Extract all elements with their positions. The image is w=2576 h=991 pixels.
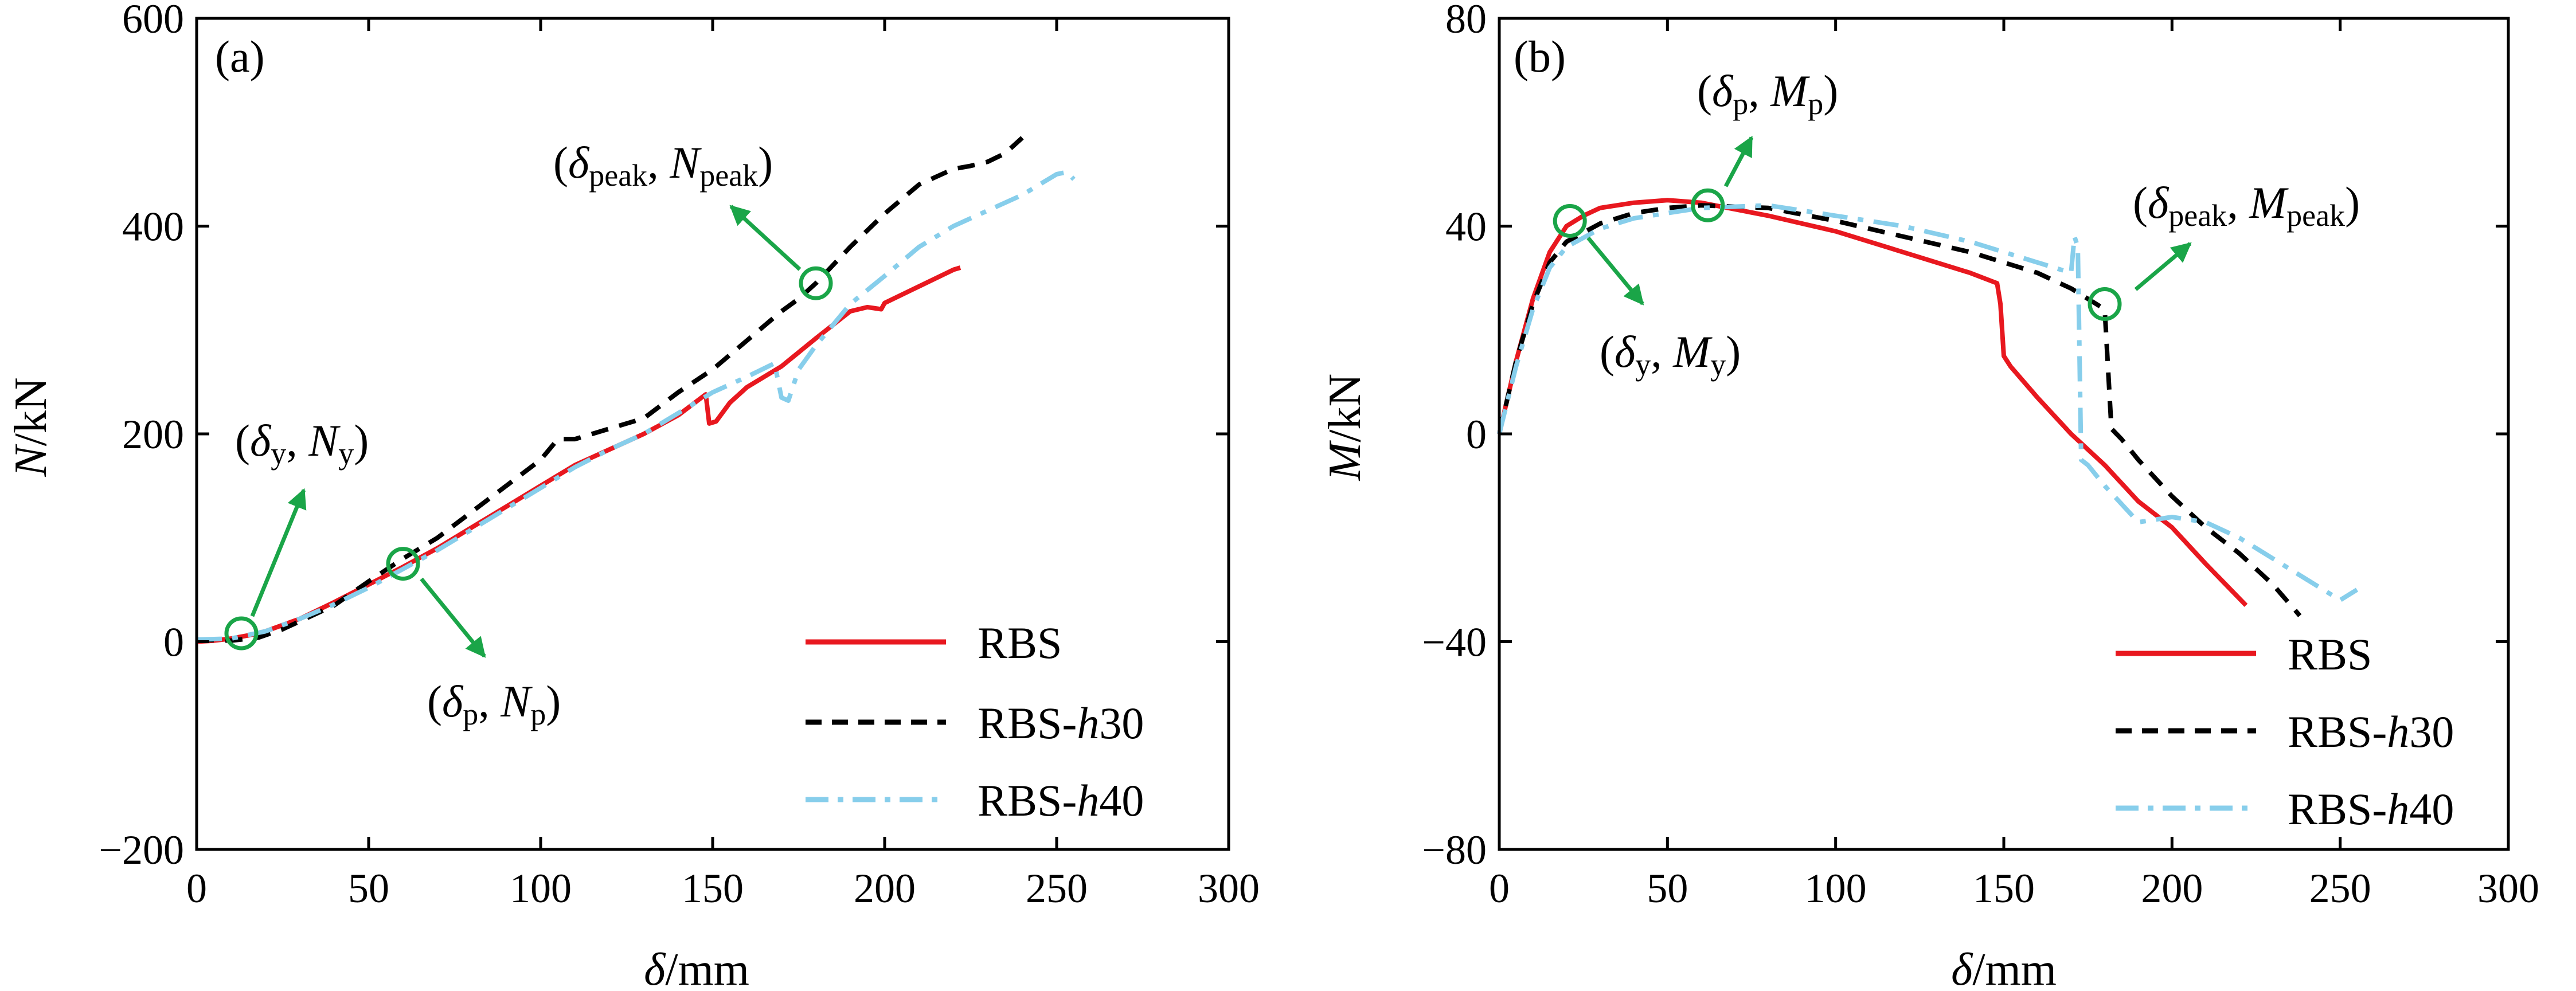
panel-a-y-axis-label: N/kN <box>6 377 56 477</box>
marker-peak <box>2088 287 2122 321</box>
panel-b-tick-labels: 0 50 100 150 200 250 300 −80 −40 0 40 80 <box>1422 0 2539 911</box>
x-tick-label: 100 <box>1805 865 1867 911</box>
panel-b-anno-peak: (δpeak, Mpeak) <box>2133 178 2360 233</box>
y-tick-label: −80 <box>1422 827 1487 873</box>
panel-a-anno-peak: (δpeak, Npeak) <box>553 138 773 193</box>
legend-b-h30-label: RBS-h30 <box>2288 707 2454 757</box>
panel-b-label: (b) <box>1514 32 1566 81</box>
panel-a-curves <box>196 136 1076 644</box>
panel-a-legend: RBS RBS-h30 RBS-h40 <box>806 618 1144 825</box>
x-tick-label: 300 <box>1198 865 1260 911</box>
x-tick-label: 200 <box>2141 865 2203 911</box>
marker-peak <box>799 266 833 300</box>
y-tick-label: −40 <box>1422 620 1487 665</box>
y-tick-label: 80 <box>1445 0 1487 42</box>
x-tick-label: 50 <box>1647 865 1688 911</box>
panel-b-legend: RBS RBS-h30 RBS-h40 <box>2116 629 2454 834</box>
marker-yield <box>224 616 259 651</box>
x-tick-label: 50 <box>348 865 389 911</box>
x-tick-label: 150 <box>682 865 744 911</box>
panel-b-anno-yield: (δy, My) <box>1600 327 1741 382</box>
y-tick-label: 400 <box>122 204 184 250</box>
legend-a-rbs-label: RBS <box>978 618 1062 668</box>
series-rbs-h30 <box>196 136 1024 643</box>
legend-a-h30-label: RBS-h30 <box>978 698 1144 748</box>
x-tick-label: 200 <box>854 865 916 911</box>
panel-a-arrow-peak <box>729 205 802 271</box>
marker-yield <box>1553 203 1587 238</box>
panel-b-curves <box>1497 198 2359 617</box>
panel-a-arrow-p <box>420 577 486 658</box>
y-tick-label: 200 <box>122 412 184 457</box>
legend-a-h40-label: RBS-h40 <box>978 775 1144 825</box>
y-tick-label: 40 <box>1445 204 1487 250</box>
panel-b-arrow-yield <box>1586 236 1644 305</box>
x-tick-label: 0 <box>1489 865 1510 911</box>
panel-b-x-axis-label: δ/mm <box>1951 945 2057 991</box>
panel-b-arrow-p <box>1723 135 1754 187</box>
panel-b-markers <box>1553 188 2122 321</box>
x-tick-label: 250 <box>1026 865 1088 911</box>
panel-b-ticks <box>1498 17 2510 851</box>
legend-b-rbs-label: RBS <box>2288 629 2372 679</box>
marker-p <box>1691 188 1725 222</box>
y-tick-label: −200 <box>99 827 184 873</box>
panel-b-y-axis-label: M/kN <box>1320 374 1370 481</box>
series-rbs-h40 <box>196 170 1076 642</box>
x-tick-label: 0 <box>186 865 207 911</box>
panel-a-x-axis-label: δ/mm <box>644 945 749 991</box>
x-tick-label: 300 <box>2477 865 2539 911</box>
x-tick-label: 100 <box>510 865 572 911</box>
series-rbs-h40 <box>1497 203 2359 602</box>
panel-b-arrow-peak <box>2134 242 2192 291</box>
panel-b-anno-p: (δp, Mp) <box>1697 66 1838 121</box>
series-rbs-h30 <box>1497 203 2302 617</box>
panel-a-ticks <box>195 17 1230 851</box>
panel-a-label: (a) <box>215 32 265 81</box>
panel-b-chart: 0 50 100 150 200 250 300 −80 −40 0 40 80 (b) M/kN δ… <box>1320 0 2539 991</box>
panel-a-arrow-yield <box>250 488 307 617</box>
marker-p <box>386 547 420 581</box>
x-tick-label: 250 <box>2309 865 2371 911</box>
panel-a-anno-p: (δp, Np) <box>427 676 561 731</box>
y-tick-label: 0 <box>1466 412 1487 457</box>
y-tick-label: 600 <box>122 0 184 42</box>
panel-a-markers <box>224 266 833 651</box>
series-rbs <box>1497 198 2248 607</box>
panel-a-anno-yield: (δy, Ny) <box>235 416 369 471</box>
y-tick-label: 0 <box>163 620 184 665</box>
x-tick-label: 150 <box>1973 865 2035 911</box>
legend-b-h40-label: RBS-h40 <box>2288 784 2454 834</box>
